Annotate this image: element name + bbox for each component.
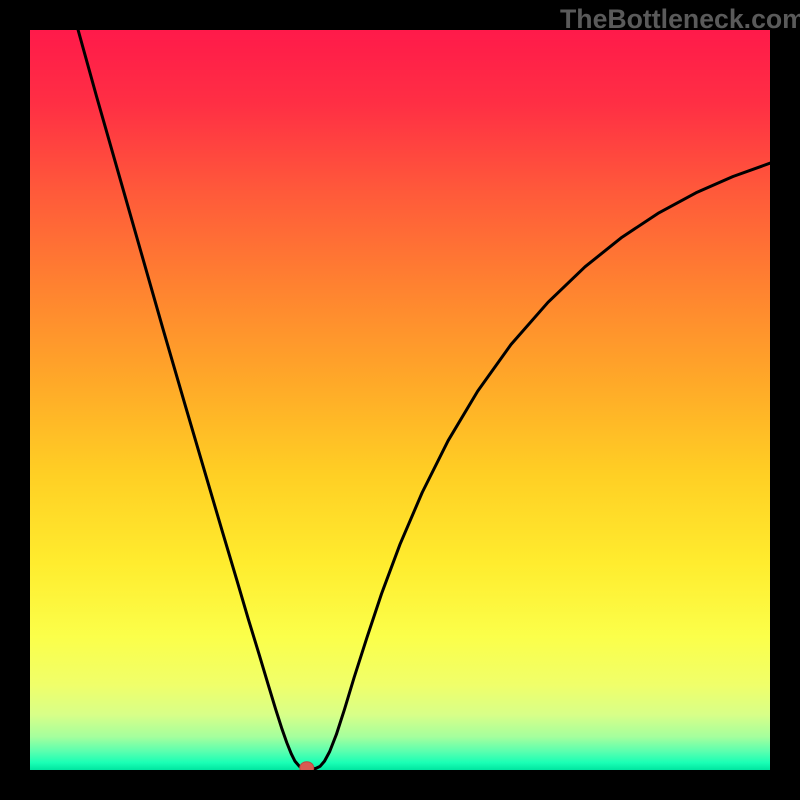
plot-background — [30, 30, 770, 770]
watermark-text: TheBottleneck.com — [560, 4, 800, 35]
optimum-marker — [300, 762, 314, 770]
plot-area — [30, 30, 770, 770]
plot-svg — [30, 30, 770, 770]
